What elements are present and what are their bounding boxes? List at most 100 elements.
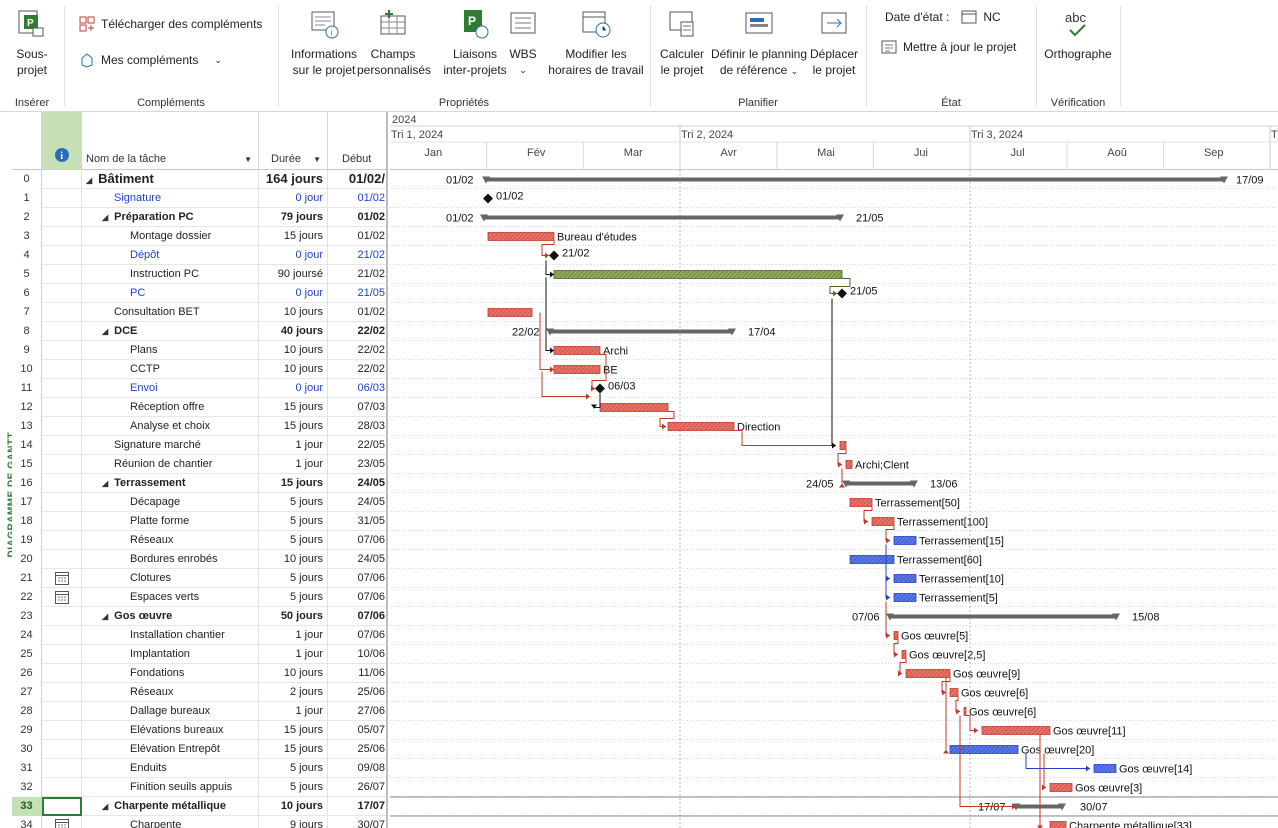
task-name[interactable]: ◢ Charpente métallique bbox=[82, 797, 259, 816]
task-name[interactable]: Finition seuils appuis bbox=[82, 778, 259, 797]
task-start[interactable]: 01/02 bbox=[328, 303, 386, 322]
task-name[interactable]: PC bbox=[82, 284, 259, 303]
mes-complements-button[interactable]: Mes compléments ⌄ bbox=[79, 52, 222, 68]
table-row[interactable]: 2 ◢ Préparation PC 79 jours 01/02 bbox=[12, 208, 386, 227]
task-duration[interactable]: 164 jours bbox=[259, 170, 328, 189]
row-id[interactable]: 4 bbox=[12, 246, 42, 265]
task-duration[interactable]: 1 jour bbox=[259, 436, 328, 455]
table-row[interactable]: 7 Consultation BET 10 jours 01/02 bbox=[12, 303, 386, 322]
row-id[interactable]: 2 bbox=[12, 208, 42, 227]
row-id[interactable]: 31 bbox=[12, 759, 42, 778]
row-id[interactable]: 27 bbox=[12, 683, 42, 702]
task-start[interactable]: 21/02 bbox=[328, 246, 386, 265]
table-row[interactable]: 21 Clotures 5 jours 07/06 bbox=[12, 569, 386, 588]
header-duration[interactable]: Durée ▼ bbox=[259, 112, 328, 170]
task-name[interactable]: Signature bbox=[82, 189, 259, 208]
table-row[interactable]: 10 CCTP 10 jours 22/02 bbox=[12, 360, 386, 379]
task-name[interactable]: Platte forme bbox=[82, 512, 259, 531]
task-start[interactable]: 07/06 bbox=[328, 626, 386, 645]
task-name[interactable]: Implantation bbox=[82, 645, 259, 664]
task-start[interactable]: 21/02 bbox=[328, 265, 386, 284]
task-duration[interactable]: 10 jours bbox=[259, 797, 328, 816]
row-id[interactable]: 1 bbox=[12, 189, 42, 208]
row-id[interactable]: 10 bbox=[12, 360, 42, 379]
task-duration[interactable]: 10 jours bbox=[259, 303, 328, 322]
task-name[interactable]: Signature marché bbox=[82, 436, 259, 455]
task-duration[interactable]: 5 jours bbox=[259, 512, 328, 531]
table-row[interactable]: 32 Finition seuils appuis 5 jours 26/07 bbox=[12, 778, 386, 797]
filter-arrow-icon[interactable]: ▼ bbox=[244, 155, 252, 164]
task-duration[interactable]: 15 jours bbox=[259, 227, 328, 246]
table-row[interactable]: 1 Signature 0 jour 01/02 bbox=[12, 189, 386, 208]
task-name[interactable]: Consultation BET bbox=[82, 303, 259, 322]
row-id[interactable]: 15 bbox=[12, 455, 42, 474]
task-name[interactable]: Dépôt bbox=[82, 246, 259, 265]
task-start[interactable]: 07/06 bbox=[328, 531, 386, 550]
task-start[interactable]: 28/03 bbox=[328, 417, 386, 436]
task-start[interactable]: 07/06 bbox=[328, 569, 386, 588]
task-duration[interactable]: 5 jours bbox=[259, 531, 328, 550]
task-start[interactable]: 01/02/ bbox=[328, 170, 386, 189]
header-id[interactable] bbox=[12, 112, 42, 170]
table-row[interactable]: 25 Implantation 1 jour 10/06 bbox=[12, 645, 386, 664]
row-id[interactable]: 0 bbox=[12, 170, 42, 189]
task-duration[interactable]: 1 jour bbox=[259, 455, 328, 474]
task-name[interactable]: Réception offre bbox=[82, 398, 259, 417]
sous-projet-button[interactable]: P Sous- projet bbox=[8, 8, 56, 78]
informations-projet-button[interactable]: i Informations sur le projet bbox=[283, 8, 365, 78]
task-start[interactable]: 24/05 bbox=[328, 474, 386, 493]
task-name[interactable]: ◢ Terrassement bbox=[82, 474, 259, 493]
row-id[interactable]: 30 bbox=[12, 740, 42, 759]
task-start[interactable]: 09/08 bbox=[328, 759, 386, 778]
row-id[interactable]: 7 bbox=[12, 303, 42, 322]
row-id[interactable]: 3 bbox=[12, 227, 42, 246]
table-row[interactable]: 3 Montage dossier 15 jours 01/02 bbox=[12, 227, 386, 246]
table-row[interactable]: 15 Réunion de chantier 1 jour 23/05 bbox=[12, 455, 386, 474]
table-row[interactable]: 34 Charpente 9 jours 30/07 bbox=[12, 816, 386, 828]
task-duration[interactable]: 15 jours bbox=[259, 740, 328, 759]
row-id[interactable]: 11 bbox=[12, 379, 42, 398]
row-id[interactable]: 6 bbox=[12, 284, 42, 303]
task-start[interactable]: 07/06 bbox=[328, 607, 386, 626]
task-name[interactable]: Charpente bbox=[82, 816, 259, 828]
row-id[interactable]: 24 bbox=[12, 626, 42, 645]
collapse-toggle-icon[interactable]: ◢ bbox=[86, 176, 93, 185]
task-start[interactable]: 22/02 bbox=[328, 360, 386, 379]
task-name[interactable]: Elévation Entrepôt bbox=[82, 740, 259, 759]
row-id[interactable]: 14 bbox=[12, 436, 42, 455]
row-id[interactable]: 19 bbox=[12, 531, 42, 550]
task-start[interactable]: 10/06 bbox=[328, 645, 386, 664]
deplacer-projet-button[interactable]: Déplacer le projet bbox=[807, 8, 861, 78]
task-duration[interactable]: 40 jours bbox=[259, 322, 328, 341]
row-id[interactable]: 22 bbox=[12, 588, 42, 607]
task-start[interactable]: 01/02 bbox=[328, 227, 386, 246]
header-indicators[interactable]: i bbox=[42, 112, 82, 170]
task-duration[interactable]: 15 jours bbox=[259, 721, 328, 740]
header-task-name[interactable]: Nom de la tâche ▼ bbox=[82, 112, 259, 170]
row-id[interactable]: 16 bbox=[12, 474, 42, 493]
collapse-toggle-icon[interactable]: ◢ bbox=[102, 802, 109, 811]
table-row[interactable]: 19 Réseaux 5 jours 07/06 bbox=[12, 531, 386, 550]
task-start[interactable]: 31/05 bbox=[328, 512, 386, 531]
row-id[interactable]: 8 bbox=[12, 322, 42, 341]
task-duration[interactable]: 15 jours bbox=[259, 417, 328, 436]
row-id[interactable]: 21 bbox=[12, 569, 42, 588]
task-start[interactable]: 22/02 bbox=[328, 322, 386, 341]
row-id[interactable]: 20 bbox=[12, 550, 42, 569]
task-duration[interactable]: 10 jours bbox=[259, 664, 328, 683]
table-row[interactable]: 17 Décapage 5 jours 24/05 bbox=[12, 493, 386, 512]
task-duration[interactable]: 2 jours bbox=[259, 683, 328, 702]
task-duration[interactable]: 1 jour bbox=[259, 702, 328, 721]
task-start[interactable]: 25/06 bbox=[328, 683, 386, 702]
task-name[interactable]: Instruction PC bbox=[82, 265, 259, 284]
table-row[interactable]: 33 ◢ Charpente métallique 10 jours 17/07 bbox=[12, 797, 386, 816]
row-id[interactable]: 28 bbox=[12, 702, 42, 721]
table-row[interactable]: 8 ◢ DCE 40 jours 22/02 bbox=[12, 322, 386, 341]
task-name[interactable]: Enduits bbox=[82, 759, 259, 778]
collapse-toggle-icon[interactable]: ◢ bbox=[102, 612, 109, 621]
task-start[interactable]: 25/06 bbox=[328, 740, 386, 759]
liaisons-inter-projets-button[interactable]: P Liaisons inter-projets bbox=[439, 8, 511, 78]
task-start[interactable]: 24/05 bbox=[328, 550, 386, 569]
table-row[interactable]: 18 Platte forme 5 jours 31/05 bbox=[12, 512, 386, 531]
row-id[interactable]: 9 bbox=[12, 341, 42, 360]
